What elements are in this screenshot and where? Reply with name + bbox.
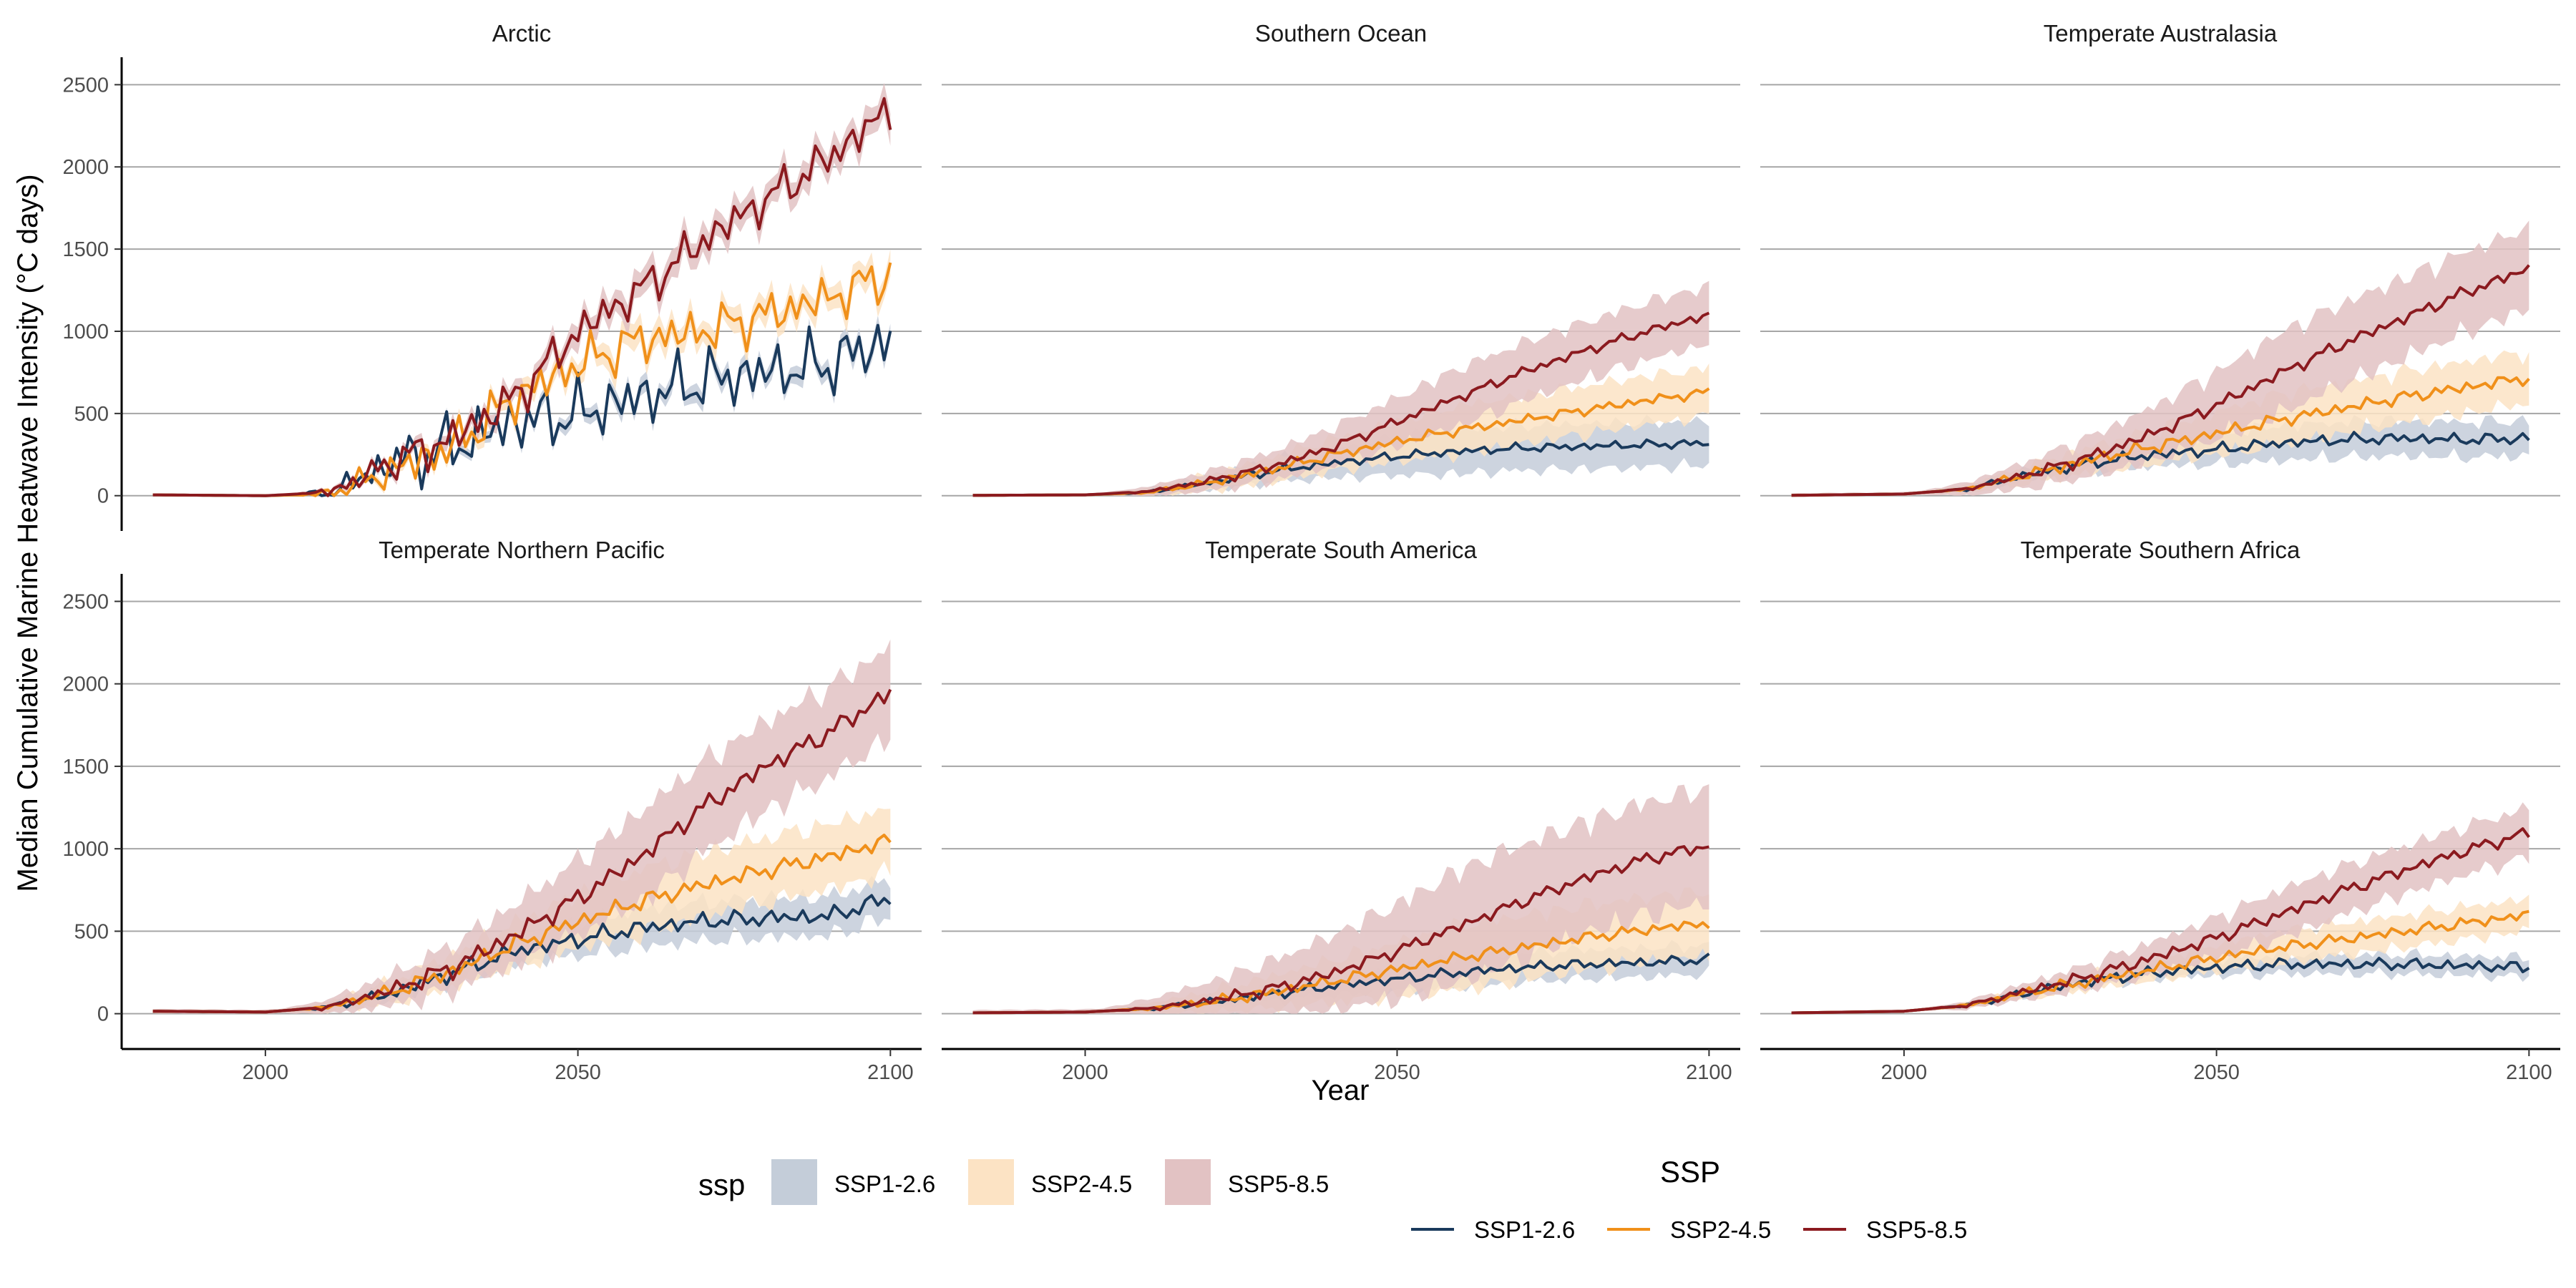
x-tick-label: 2000 — [243, 1061, 289, 1084]
legend-swatch-band — [968, 1159, 1014, 1205]
panel: Temperate Southern Africa 2000 2050 2100 — [1760, 537, 2560, 1084]
series-line — [972, 311, 1710, 497]
y-axis-title: Median Cumulative Marine Heatwave Intens… — [12, 174, 44, 892]
series-line — [152, 323, 892, 497]
series-line — [152, 688, 892, 1014]
y-tick-label: 1500 — [62, 756, 109, 779]
panel: Temperate South America 2000 2050 2100 — [942, 537, 1740, 1084]
series-line — [1791, 827, 2530, 1015]
series-line — [972, 845, 1709, 1015]
legend-label: SSP2-4.5 — [1031, 1171, 1132, 1197]
x-tick-label: 2100 — [2506, 1061, 2552, 1084]
panel-title: Southern Ocean — [1255, 20, 1427, 47]
x-tick-label: 2000 — [1062, 1061, 1108, 1084]
y-tick-label: 0 — [97, 485, 109, 508]
line-legend: SSP SSP1-2.6 SSP2-4.5 SSP5-8.5 — [1411, 1155, 1967, 1243]
series-line — [152, 97, 892, 497]
y-tick-label: 1000 — [62, 838, 109, 861]
fill-legend: ssp SSP1-2.6 SSP2-4.5 SSP5-8.5 — [698, 1159, 1329, 1205]
series-band — [152, 82, 891, 496]
series-band — [152, 249, 891, 496]
panel: Southern Ocean — [942, 20, 1740, 497]
fill-legend-title: ssp — [698, 1168, 745, 1201]
y-tick-label: 2500 — [62, 74, 109, 97]
series-band — [152, 315, 891, 496]
legend-label: SSP1-2.6 — [834, 1171, 935, 1197]
legend-label: SSP5-8.5 — [1866, 1216, 1967, 1243]
y-tick-label: 0 — [97, 1003, 109, 1026]
x-tick-label: 2000 — [1881, 1061, 1928, 1084]
y-tick-label: 2000 — [62, 673, 109, 696]
series-band — [972, 784, 1709, 1014]
panel-title: Temperate Australasia — [2044, 20, 2278, 47]
legend-label: SSP5-8.5 — [1228, 1171, 1329, 1197]
legend-label: SSP2-4.5 — [1670, 1216, 1771, 1243]
panel-title: Temperate Northern Pacific — [379, 537, 665, 563]
legend-label: SSP1-2.6 — [1474, 1216, 1575, 1243]
panel-title: Temperate Southern Africa — [2021, 537, 2301, 563]
y-tick-label: 2500 — [62, 590, 109, 613]
panel: Temperate Australasia — [1760, 20, 2560, 497]
x-tick-label: 2050 — [1374, 1061, 1420, 1084]
panel-title: Temperate South America — [1205, 537, 1477, 563]
x-axis-title: Year — [1312, 1075, 1370, 1106]
x-tick-label: 2050 — [2193, 1061, 2240, 1084]
legend-swatch-band — [1165, 1159, 1211, 1205]
y-tick-label: 1500 — [62, 238, 109, 261]
x-tick-label: 2100 — [1686, 1061, 1732, 1084]
line-legend-title: SSP — [1660, 1155, 1720, 1189]
panel: Arctic 0 500 1000 1500 2000 2500 — [62, 20, 922, 531]
series-band — [152, 639, 891, 1014]
y-tick-label: 500 — [74, 920, 109, 943]
series-line — [1791, 264, 2530, 497]
x-tick-label: 2050 — [555, 1061, 601, 1084]
panel-grid: Arctic 0 500 1000 1500 2000 2500 Southern Ocean… — [62, 20, 2560, 1084]
panel-title: Arctic — [492, 20, 552, 47]
legend-swatch-band — [771, 1159, 817, 1205]
y-tick-label: 500 — [74, 403, 109, 426]
x-tick-label: 2100 — [867, 1061, 914, 1084]
y-tick-label: 1000 — [62, 321, 109, 343]
series-band — [152, 808, 891, 1014]
panel: Temperate Northern Pacific 0 500 1000 1500 20… — [62, 537, 922, 1084]
series-band — [1791, 802, 2529, 1014]
series-band — [1791, 220, 2529, 496]
y-tick-label: 2000 — [62, 156, 109, 179]
